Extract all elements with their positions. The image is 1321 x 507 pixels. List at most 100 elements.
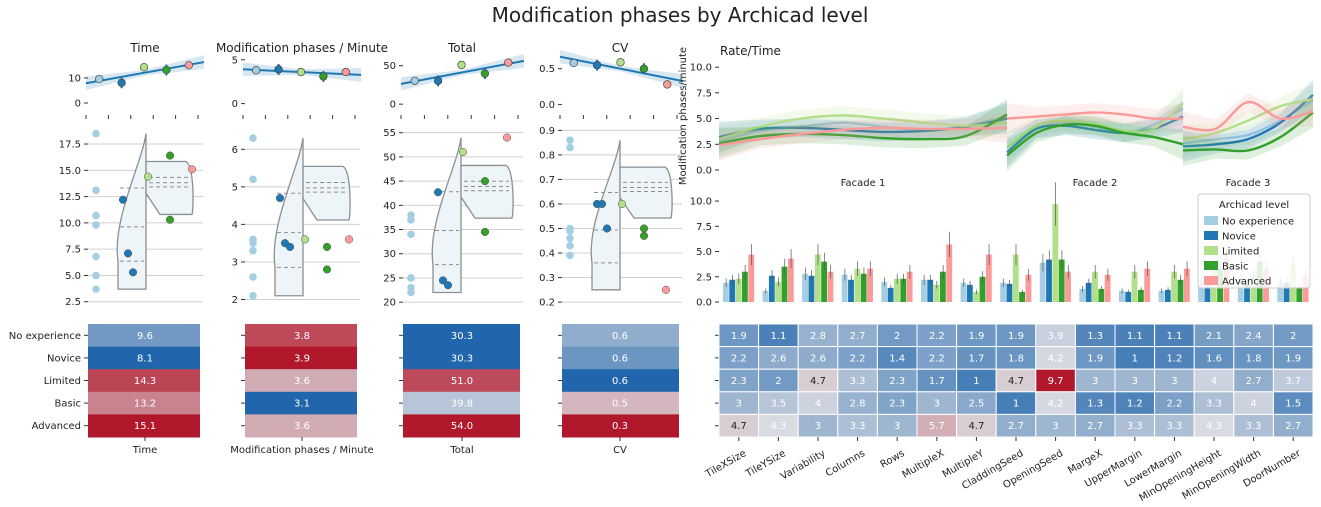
param-heat-label: 3.3 xyxy=(1206,399,1222,410)
dist-ytick-label-time: 2.5 xyxy=(65,297,81,308)
param-bar xyxy=(1058,259,1065,302)
param-heat-xlabel: TileXSize xyxy=(703,448,748,480)
param-heat-label: 2.8 xyxy=(850,399,866,410)
heat-cell-cv xyxy=(562,414,679,438)
heat-cell-cv xyxy=(562,369,679,393)
param-bar xyxy=(1164,289,1171,302)
dist-point-rate xyxy=(249,273,257,281)
param-bar xyxy=(887,287,894,302)
rate-curve xyxy=(1182,94,1314,148)
param-heat-label: 1.1 xyxy=(1127,331,1143,342)
heat-row-label: Novice xyxy=(47,353,81,364)
param-heat-label: 1.3 xyxy=(1087,399,1103,410)
param-bar xyxy=(841,274,848,302)
dist-point-total xyxy=(480,227,490,236)
param-bar xyxy=(775,281,782,302)
param-bar xyxy=(729,279,736,302)
param-heat-label: 4.2 xyxy=(1048,399,1064,410)
param-bar xyxy=(985,254,992,302)
dist-point-cv xyxy=(639,224,649,233)
param-heat-label: 3.3 xyxy=(850,421,866,432)
trend-point-rate xyxy=(319,72,328,81)
heat-xlabel-total: Total xyxy=(449,445,473,456)
param-bar xyxy=(1183,268,1190,302)
heat-cell-label-rate: 3.6 xyxy=(294,376,310,387)
dist-point-total xyxy=(407,283,415,292)
param-bar xyxy=(1012,254,1019,302)
param-heat-label: 1.9 xyxy=(731,331,747,342)
heat-cell-time xyxy=(88,391,200,415)
param-bar xyxy=(1052,204,1059,302)
dist-point-total xyxy=(438,276,448,285)
heat-cell-cv xyxy=(562,346,679,370)
dist-ytick-label-rate: 4 xyxy=(232,220,238,231)
param-bar xyxy=(946,244,953,302)
param-bar xyxy=(1039,262,1046,302)
violin-right-total xyxy=(460,164,514,219)
heat-cell-rate xyxy=(245,346,357,370)
dist-point-time xyxy=(187,165,197,174)
facet-label: Facade 1 xyxy=(841,178,886,189)
param-heat-label: 1 xyxy=(1013,399,1019,410)
rate-ci-band xyxy=(1183,83,1313,155)
trend-point-rate xyxy=(274,65,283,74)
dist-point-cv xyxy=(597,199,607,209)
trend-ytick-label-cv: 0.5 xyxy=(539,64,555,75)
param-heat-label: 3 xyxy=(815,421,821,432)
param-bar xyxy=(973,291,980,302)
rate-ci-band xyxy=(1007,103,1183,134)
param-heat-label: 1.8 xyxy=(1008,353,1024,364)
param-heat-label: 2.7 xyxy=(1087,421,1103,432)
param-bar xyxy=(900,278,907,302)
trend-point-cv xyxy=(569,58,578,68)
param-heat-label: 4.7 xyxy=(731,421,747,432)
dist-point-time xyxy=(92,271,100,280)
trend-point-cv xyxy=(592,60,602,70)
dist-point-time xyxy=(92,221,100,229)
heat-row-label: No experience xyxy=(9,331,81,342)
param-bar xyxy=(1104,274,1111,302)
rate-ytick-label: 10.0 xyxy=(690,63,712,74)
param-bar xyxy=(1092,271,1098,302)
param-heat-label: 2.7 xyxy=(1246,376,1262,387)
dist-point-total xyxy=(433,188,443,197)
param-bar xyxy=(827,271,834,302)
bars-ytick-label: 5.0 xyxy=(696,247,712,258)
param-bar xyxy=(735,278,742,302)
param-heat-label: 2.4 xyxy=(1246,331,1262,342)
legend-label: Novice xyxy=(1222,232,1256,243)
dist-point-rate xyxy=(249,134,257,142)
param-heat-label: 1.7 xyxy=(968,353,984,364)
param-heat-label: 3.7 xyxy=(1285,376,1301,387)
dist-ytick-label-cv: 0.5 xyxy=(539,224,555,235)
param-bar xyxy=(1006,283,1013,302)
rate-curve xyxy=(718,114,1008,141)
param-heat-label: 1.9 xyxy=(968,331,984,342)
param-heat-label: 4.3 xyxy=(1206,421,1222,432)
heat-cell-label-total: 30.3 xyxy=(451,353,473,364)
legend: Archicad level No experience Novice Limited… xyxy=(1197,193,1311,289)
dist-point-rate xyxy=(300,235,310,244)
param-bar xyxy=(741,271,748,302)
dist-point-cv xyxy=(639,231,649,240)
legend-swatch xyxy=(1204,261,1218,270)
param-heat-label: 3.3 xyxy=(1166,421,1182,432)
param-bar xyxy=(960,282,967,302)
param-bar xyxy=(1137,289,1144,302)
violin-right-rate xyxy=(302,165,351,221)
bars-ytick-label: 2.5 xyxy=(696,272,712,283)
param-bar xyxy=(1065,271,1071,302)
param-bar xyxy=(1019,291,1026,302)
param-heat-label: 1.2 xyxy=(1127,399,1143,410)
heat-cell-rate xyxy=(245,369,357,393)
dist-point-rate xyxy=(322,265,332,274)
heat-cell-total xyxy=(403,324,520,348)
dist-point-total xyxy=(443,281,453,290)
param-bar xyxy=(1277,281,1284,302)
param-heat-label: 4.7 xyxy=(968,421,984,432)
heat-cell-cv xyxy=(562,324,679,348)
param-heat-label: 2.5 xyxy=(968,399,984,410)
param-heat-label: 1 xyxy=(1132,353,1138,364)
param-bar xyxy=(966,284,973,302)
